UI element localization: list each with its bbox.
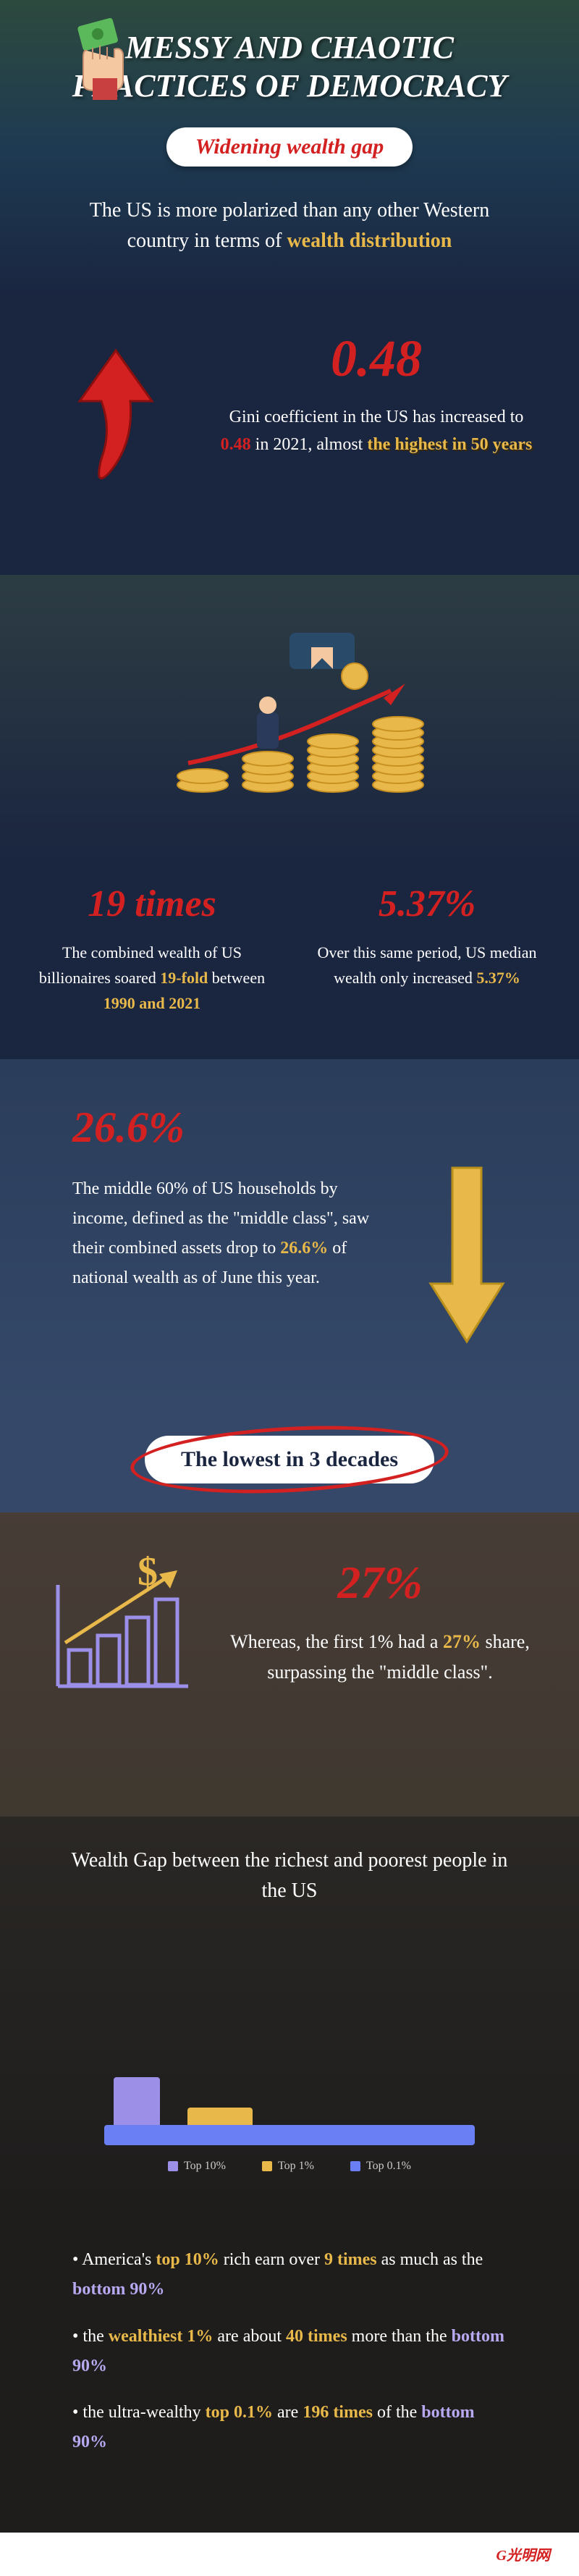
bar-chart-icon: $ (43, 1556, 203, 1701)
legend-label: Top 0.1% (366, 2160, 411, 2173)
legend-swatch (168, 2161, 178, 2171)
gini-val-inline: 0.48 (221, 435, 251, 454)
lowest-circle-icon (129, 1419, 450, 1501)
stat-left-num: 19 times (29, 883, 275, 925)
b2a: the (83, 2327, 108, 2346)
twenty7-section: $ 27% Whereas, the first 1% had a 27% sh… (0, 1512, 579, 1817)
b2b: wealthiest 1% (109, 2327, 214, 2346)
legend-label: Top 1% (278, 2160, 314, 2173)
b3c: are (273, 2403, 303, 2422)
two-stats-section: 19 times The combined wealth of US billi… (0, 868, 579, 1060)
sl-hl: 19-fold (160, 969, 208, 987)
legend-swatch (350, 2161, 360, 2171)
stat-left-text: The combined wealth of US billionaires s… (29, 940, 275, 1016)
bar-top01 (104, 2125, 475, 2145)
bullet-1: America's top 10% rich earn over 9 times… (72, 2245, 507, 2304)
b1f: bottom 90% (72, 2280, 164, 2299)
b3d: 196 times (303, 2403, 373, 2422)
subtitle-badge: Widening wealth gap (166, 127, 413, 167)
gini-value: 0.48 (217, 329, 536, 389)
fist-money-icon (58, 14, 145, 101)
legend-item: Top 0.1% (350, 2160, 411, 2173)
stat-right-num: 5.37% (304, 883, 550, 925)
legend-item: Top 1% (262, 2160, 314, 2173)
gini-text: Gini coefficient in the US has increased… (217, 403, 536, 459)
t27-hl: 27% (443, 1631, 481, 1652)
footer-logo: G光明网 (496, 2543, 550, 2564)
bullets-section: America's top 10% rich earn over 9 times… (0, 2216, 579, 2533)
sr-hl: 5.37% (476, 969, 520, 987)
intro-text: The US is more polarized than any other … (72, 195, 507, 256)
b2e: more than the (347, 2327, 452, 2346)
bullet-2: the wealthiest 1% are about 40 times mor… (72, 2322, 507, 2381)
middle-text: The middle 60% of US households by incom… (72, 1174, 376, 1292)
coin-section (0, 575, 579, 868)
sl-t2: between (208, 969, 265, 987)
legend-swatch (262, 2161, 272, 2171)
b1b: top 10% (156, 2250, 219, 2269)
gini-t1: Gini coefficient in the US has increased… (229, 408, 524, 426)
middle-num: 26.6% (72, 1103, 536, 1153)
b3a: the ultra-wealthy (83, 2403, 205, 2422)
chart-title: Wealth Gap between the richest and poore… (58, 1845, 521, 1906)
legend-label: Top 10% (184, 2160, 226, 2173)
gini-t2: in 2021, almost (251, 435, 368, 454)
gini-hl: the highest in 50 years (367, 435, 532, 454)
t27-t1: Whereas, the first 1% had a (230, 1631, 443, 1652)
bar-chart (58, 1935, 521, 2138)
stat-right: 5.37% Over this same period, US median w… (304, 883, 550, 1016)
twenty7-text: Whereas, the first 1% had a 27% share, s… (224, 1627, 536, 1687)
stat-left: 19 times The combined wealth of US billi… (29, 883, 275, 1016)
twenty7-content: 27% Whereas, the first 1% had a 27% shar… (224, 1556, 536, 1687)
infographic-root: MESSY AND CHAOTIC PRACTICES OF DEMOCRACY… (0, 0, 579, 2576)
m-hl: 26.6% (280, 1239, 328, 1258)
b1c: rich earn over (219, 2250, 324, 2269)
intro-highlight: wealth distribution (287, 230, 452, 252)
middle-section: 26.6% The middle 60% of US households by… (0, 1059, 579, 1407)
arrow-up-icon (72, 343, 159, 502)
b2c: are about (213, 2327, 286, 2346)
footer: G光明网 (0, 2533, 579, 2576)
b3e: of the (373, 2403, 421, 2422)
coin-chart-icon (145, 618, 434, 807)
arrow-down-icon (427, 1161, 507, 1349)
gini-content: 0.48 Gini coefficient in the US has incr… (217, 329, 536, 459)
chart-legend: Top 10% Top 1% Top 0.1% (58, 2160, 521, 2173)
lowest-section: The lowest in 3 decades (0, 1407, 579, 1512)
lowest-badge: The lowest in 3 decades (145, 1436, 434, 1483)
b3b: top 0.1% (206, 2403, 273, 2422)
b1e: as much as the (377, 2250, 483, 2269)
gini-section: 0.48 Gini coefficient in the US has incr… (0, 300, 579, 575)
b2d: 40 times (286, 2327, 347, 2346)
header-section: MESSY AND CHAOTIC PRACTICES OF DEMOCRACY… (0, 0, 579, 300)
legend-item: Top 10% (168, 2160, 226, 2173)
stat-right-text: Over this same period, US median wealth … (304, 940, 550, 990)
b1d: 9 times (324, 2250, 377, 2269)
b1a: America's (82, 2250, 156, 2269)
bullet-3: the ultra-wealthy top 0.1% are 196 times… (72, 2398, 507, 2457)
sl-yr: 1990 and 2021 (103, 994, 200, 1012)
twenty7-num: 27% (224, 1556, 536, 1609)
chart-section: Wealth Gap between the richest and poore… (0, 1817, 579, 2216)
